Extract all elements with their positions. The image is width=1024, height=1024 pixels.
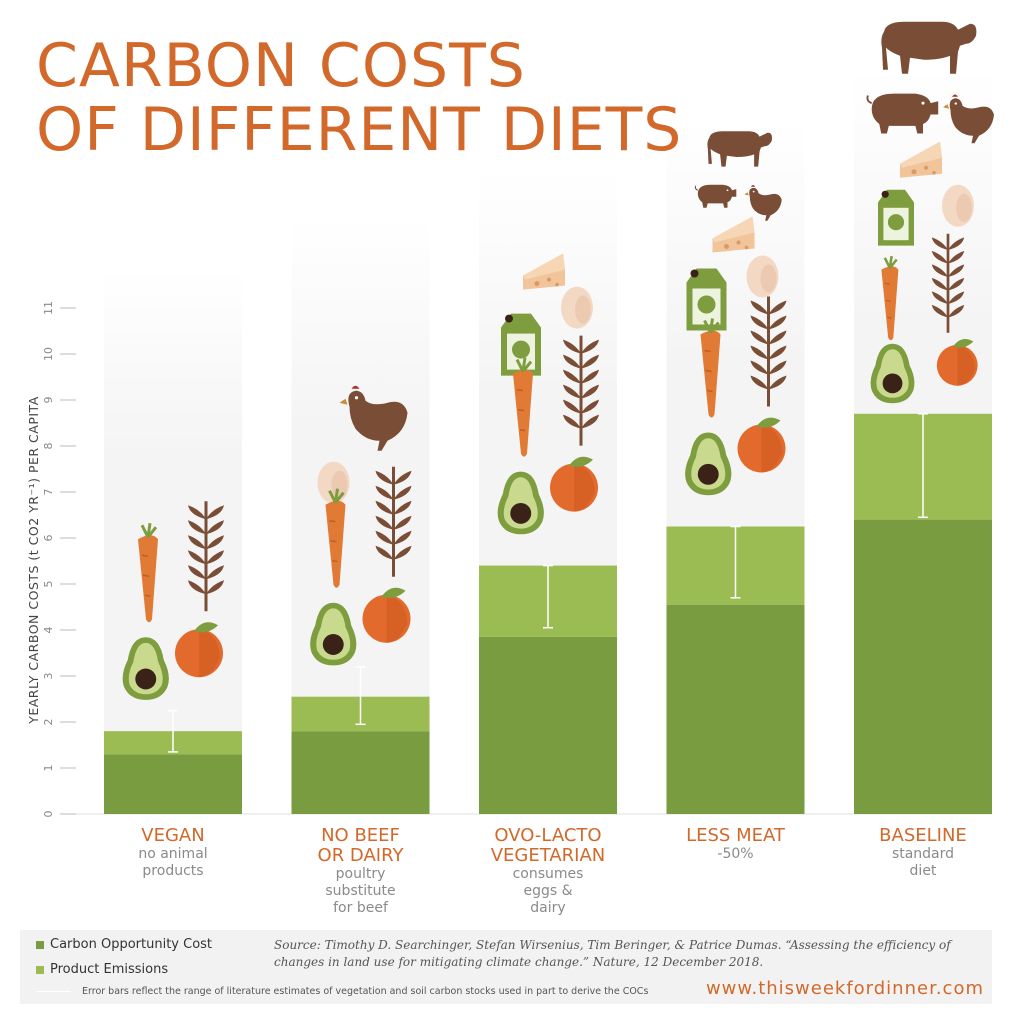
cow-icon — [707, 131, 773, 167]
y-tick-label: 3 — [42, 673, 55, 680]
legend-entry-pe: Product Emissions — [36, 962, 168, 977]
carrot-icon — [881, 255, 899, 341]
egg-icon — [942, 184, 974, 227]
y-tick-label: 9 — [42, 397, 55, 404]
category-label: OVO-LACTO VEGETARIAN consumes eggs & dair… — [458, 826, 638, 917]
category-label: LESS MEAT -50% — [646, 826, 826, 863]
category-description: no animal products — [138, 846, 208, 879]
y-tick-label: 8 — [42, 443, 55, 450]
y-tick-label: 0 — [42, 811, 55, 818]
orange-icon — [737, 417, 786, 473]
bar-carbon-opportunity-cost — [104, 754, 242, 814]
carrot-icon — [138, 522, 158, 623]
category-name: LESS MEAT — [686, 825, 785, 846]
legend-panel — [20, 930, 992, 1004]
pig-icon — [694, 184, 737, 208]
orange-icon — [936, 339, 978, 386]
milk-carton-icon — [686, 268, 727, 331]
wheat-icon — [750, 296, 787, 407]
category-name: VEGAN — [141, 825, 205, 846]
wheat-icon — [563, 335, 599, 446]
legend-swatch-pe — [36, 965, 44, 974]
orange-icon — [362, 587, 411, 643]
bar-carbon-opportunity-cost — [479, 636, 617, 814]
avocado-icon — [870, 343, 915, 404]
y-tick-label: 4 — [42, 627, 55, 634]
avocado-icon — [685, 432, 732, 496]
chart-title-line-2: OF DIFFERENT DIETS — [36, 95, 683, 165]
cheese-icon — [900, 141, 942, 178]
category-description: standard diet — [891, 846, 955, 879]
y-tick-label: 7 — [42, 489, 55, 496]
cow-icon — [881, 21, 977, 74]
category-description: consumes eggs & dairy — [512, 866, 584, 916]
y-tick-label: 5 — [42, 581, 55, 588]
category-name: OVO-LACTO VEGETARIAN — [490, 825, 606, 866]
source-citation: Source: Timothy D. Searchinger, Stefan W… — [274, 938, 951, 969]
chicken-icon — [339, 385, 408, 451]
orange-icon — [550, 456, 598, 512]
category-description: poultry substitute for beef — [325, 866, 396, 916]
website-url[interactable]: www.thisweekfordinner.com — [705, 978, 984, 999]
avocado-icon — [310, 602, 357, 666]
y-axis-label: YEARLY CARBON COSTS (t CO2 YR⁻¹) PER CAP… — [26, 396, 41, 725]
legend-label-pe: Product Emissions — [50, 962, 169, 977]
orange-icon — [175, 622, 223, 678]
y-tick-label: 11 — [42, 301, 55, 315]
category-name: NO BEEF OR DAIRY — [317, 825, 404, 866]
y-tick-label: 10 — [42, 347, 55, 361]
legend-error-bar-swatch — [36, 991, 71, 992]
cheese-icon — [712, 216, 755, 253]
category-description: -50% — [717, 846, 754, 862]
carrot-icon — [325, 488, 346, 588]
milk-carton-icon — [878, 189, 914, 246]
bar-carbon-opportunity-cost — [854, 519, 992, 814]
y-tick-label: 1 — [42, 765, 55, 772]
chicken-icon — [744, 185, 782, 221]
legend-label-coc: Carbon Opportunity Cost — [50, 937, 213, 952]
chart-title-line-1: CARBON COSTS — [36, 31, 526, 101]
bar-carbon-opportunity-cost — [291, 731, 430, 814]
wheat-icon — [188, 501, 224, 612]
legend-entry-coc: Carbon Opportunity Cost — [36, 937, 212, 952]
wheat-icon — [375, 466, 412, 577]
category-label: BASELINE standard diet — [833, 826, 1013, 880]
egg-icon — [746, 255, 779, 298]
category-label: NO BEEF OR DAIRY poultry substitute for b… — [271, 826, 451, 917]
legend-error-note: Error bars reflect the range of literatu… — [82, 986, 649, 997]
carrot-icon — [700, 318, 721, 418]
avocado-icon — [122, 637, 169, 700]
y-tick-label: 6 — [42, 535, 55, 542]
wheat-icon — [931, 233, 965, 333]
egg-icon — [561, 286, 593, 329]
bar-carbon-opportunity-cost — [666, 604, 805, 814]
category-label: VEGAN no animal products — [83, 826, 263, 880]
avocado-icon — [497, 471, 544, 535]
carrot-icon — [513, 357, 533, 457]
category-name: BASELINE — [879, 825, 967, 846]
chicken-icon — [943, 94, 994, 144]
pig-icon — [866, 93, 939, 134]
y-tick-label: 2 — [42, 719, 55, 726]
legend-swatch-coc — [36, 940, 44, 949]
cheese-icon — [523, 253, 565, 290]
